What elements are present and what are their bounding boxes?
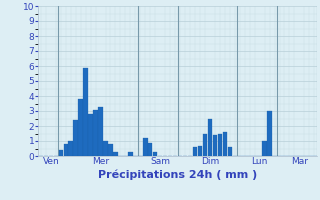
- Bar: [59, 150, 63, 156]
- Bar: [208, 118, 212, 156]
- Bar: [68, 141, 73, 156]
- Bar: [88, 114, 93, 156]
- Bar: [223, 132, 227, 156]
- Bar: [63, 144, 68, 156]
- Bar: [103, 141, 108, 156]
- Bar: [98, 106, 103, 156]
- Bar: [228, 147, 232, 156]
- Bar: [213, 135, 217, 156]
- Bar: [74, 120, 78, 156]
- Bar: [153, 152, 157, 156]
- Bar: [203, 134, 207, 156]
- Bar: [193, 147, 197, 156]
- X-axis label: Précipitations 24h ( mm ): Précipitations 24h ( mm ): [98, 169, 257, 180]
- Bar: [108, 144, 113, 156]
- Bar: [218, 134, 222, 156]
- Bar: [93, 110, 98, 156]
- Bar: [262, 141, 267, 156]
- Bar: [113, 152, 118, 156]
- Bar: [78, 99, 83, 156]
- Bar: [128, 152, 132, 156]
- Bar: [267, 111, 272, 156]
- Bar: [148, 142, 153, 156]
- Bar: [198, 146, 202, 156]
- Bar: [84, 68, 88, 156]
- Bar: [143, 138, 148, 156]
